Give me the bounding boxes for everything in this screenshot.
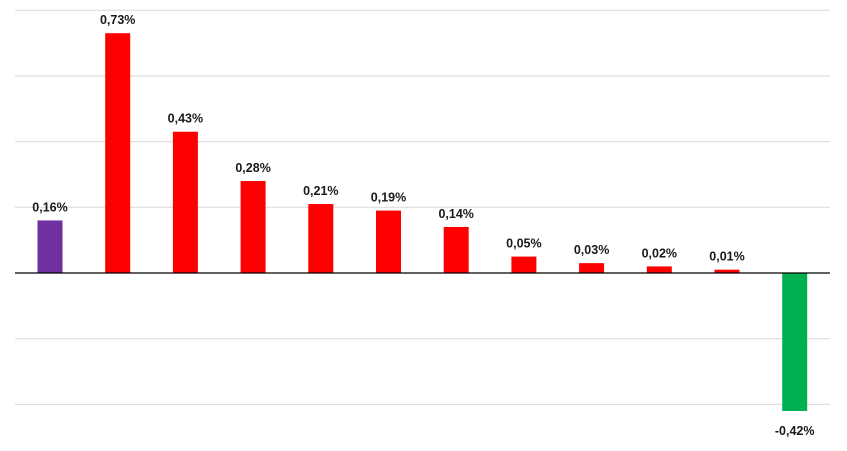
bar (511, 256, 537, 273)
data-label: 0,73% (100, 13, 135, 27)
bar (308, 204, 334, 273)
data-label: 0,03% (574, 243, 609, 257)
bar (37, 220, 63, 273)
bar (240, 181, 266, 273)
bar (782, 273, 808, 411)
gridlines (15, 9, 830, 405)
data-label: 0,16% (32, 200, 67, 214)
data-label: 0,43% (168, 112, 203, 126)
data-label: -0,42% (775, 424, 815, 438)
data-label: 0,02% (642, 246, 677, 260)
bar (646, 266, 672, 273)
data-label: 0,05% (506, 237, 541, 251)
bar (579, 263, 605, 273)
data-label: 0,21% (303, 184, 338, 198)
data-label: 0,01% (709, 250, 744, 264)
bar (443, 227, 469, 273)
bar (105, 33, 131, 273)
bar (376, 210, 401, 273)
bar (714, 269, 740, 273)
data-label: 0,14% (438, 207, 473, 221)
data-labels: 0,16% 0,73% 0,43% 0,28% 0,21% 0,19% 0,14% 0,05%… (32, 13, 814, 438)
bars (37, 33, 808, 411)
data-label: 0,28% (235, 161, 270, 175)
data-label: 0,19% (371, 191, 406, 205)
bar (172, 131, 198, 273)
